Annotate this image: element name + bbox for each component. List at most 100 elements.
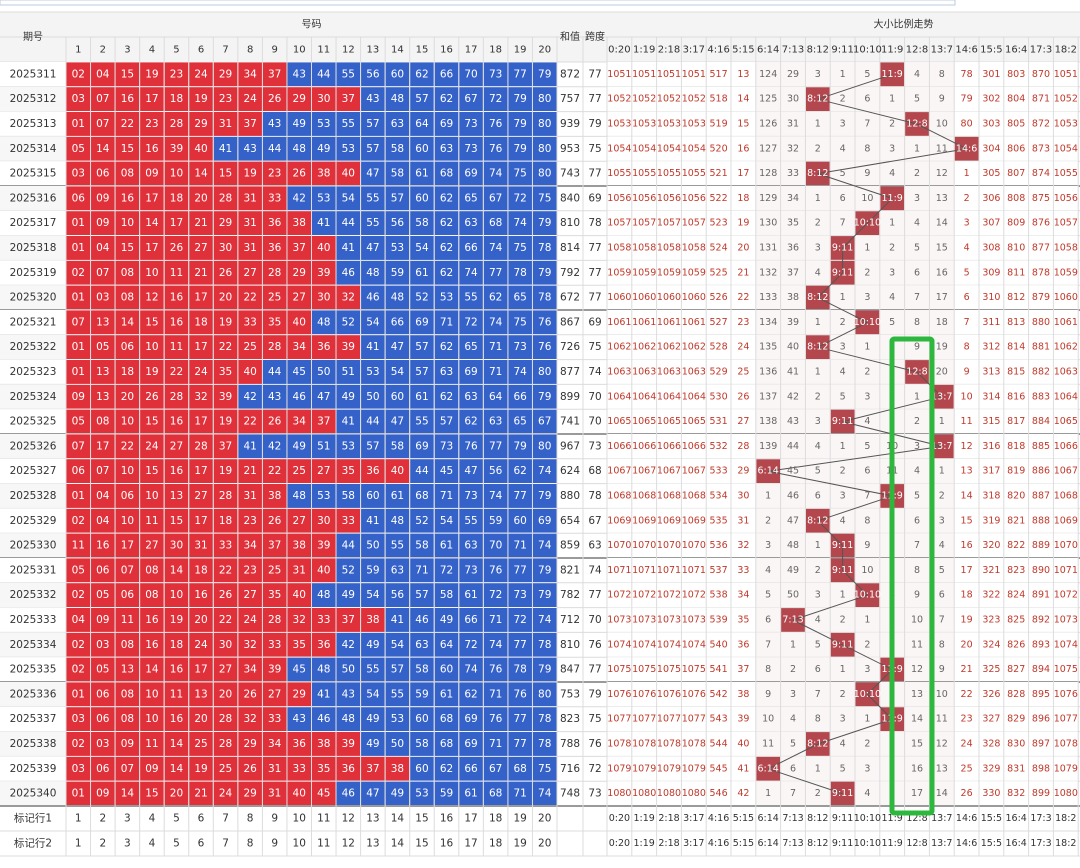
ratio-cell	[731, 111, 756, 137]
number: 61	[415, 168, 428, 180]
number: 44	[366, 416, 380, 428]
number: 68	[489, 788, 502, 800]
number: 66	[513, 391, 527, 403]
omission: 1061	[632, 317, 656, 328]
number: 20	[194, 192, 207, 204]
number: 59	[366, 564, 379, 576]
ratio-cell	[979, 186, 1004, 211]
issue: 2025328	[10, 490, 57, 502]
ratio-column-label: 16:4	[1005, 45, 1027, 56]
omission: 1059	[682, 267, 706, 278]
ratio-cell	[681, 235, 707, 261]
omission: 1053	[682, 119, 706, 130]
number-cell	[261, 458, 288, 484]
omission: 126	[759, 119, 777, 130]
number: 71	[440, 316, 453, 328]
number: 61	[464, 788, 477, 800]
number: 10	[170, 168, 183, 180]
ratio-cell	[607, 434, 632, 459]
number: 62	[440, 391, 453, 403]
number: 38	[391, 763, 404, 775]
ratio-cell	[879, 285, 905, 310]
omission: 1072	[1054, 590, 1078, 601]
number-cell	[163, 383, 190, 410]
number: 49	[366, 713, 379, 725]
omission: 9	[864, 168, 870, 179]
omission: 1	[889, 218, 895, 229]
number: 76	[489, 118, 503, 130]
ratio-cell	[929, 186, 955, 211]
number: 71	[489, 614, 502, 626]
number: 04	[72, 614, 86, 626]
number: 09	[96, 614, 109, 626]
number: 43	[293, 713, 306, 725]
number-cell	[433, 284, 460, 311]
omission: 1056	[657, 193, 681, 204]
omission: 1068	[607, 491, 631, 502]
ratio-cell	[904, 285, 930, 310]
number: 01	[72, 341, 85, 353]
ratio-cell	[805, 260, 831, 286]
number: 14	[96, 143, 110, 155]
number: 01	[72, 242, 85, 254]
number: 58	[415, 664, 428, 676]
number: 45	[317, 788, 330, 800]
ratio-cell	[954, 186, 979, 211]
number: 63	[391, 118, 404, 130]
omission: 2	[815, 143, 821, 154]
omission: 1063	[632, 367, 656, 378]
sum: 821	[560, 564, 580, 576]
number: 22	[121, 118, 134, 130]
omission: 1066	[607, 441, 631, 452]
ratio-cell	[780, 111, 806, 137]
number: 58	[342, 490, 355, 502]
number: 44	[268, 143, 282, 155]
omission: 892	[1032, 615, 1050, 626]
number-cell	[90, 135, 116, 162]
number: 08	[121, 713, 134, 725]
omission: 8	[815, 714, 821, 725]
number-cell	[65, 259, 91, 286]
omission: 517	[710, 69, 728, 80]
number: 48	[317, 664, 330, 676]
number: 77	[513, 639, 526, 651]
number-cell	[139, 235, 165, 261]
number: 25	[243, 341, 256, 353]
number: 53	[342, 143, 355, 155]
number: 78	[538, 292, 551, 304]
ratio-cell	[904, 409, 930, 434]
omission: 899	[1032, 788, 1050, 799]
span: 74	[588, 366, 602, 378]
number: 16	[170, 465, 184, 477]
number: 19	[219, 465, 232, 477]
omission: 3	[939, 515, 945, 526]
ratio-cell	[681, 409, 707, 434]
number: 57	[391, 664, 404, 676]
sum: 840	[560, 192, 580, 204]
ratio-cell	[681, 483, 707, 509]
issue: 2025340	[10, 788, 57, 800]
number: 57	[415, 589, 428, 601]
ratio-cell	[879, 310, 905, 335]
omission: 321	[982, 565, 1000, 576]
ratio-cell	[731, 310, 756, 335]
omission: 132	[759, 267, 777, 278]
sum: 753	[560, 688, 580, 700]
number: 65	[464, 341, 477, 353]
number: 19	[219, 416, 232, 428]
ratio-cell	[1053, 384, 1079, 410]
omission: 1052	[682, 94, 706, 105]
number-cell	[360, 408, 386, 435]
footer-label: 标记行2	[14, 837, 52, 850]
omission: 7	[914, 540, 920, 551]
number: 07	[121, 564, 134, 576]
issue: 2025338	[10, 738, 57, 750]
issue: 2025312	[10, 93, 57, 105]
omission: 808	[1007, 193, 1025, 204]
number-cell	[507, 284, 533, 311]
number: 27	[317, 465, 330, 477]
ratio-cell	[979, 359, 1004, 385]
omission: 3	[840, 119, 846, 130]
number: 50	[366, 391, 379, 403]
omission: 2	[864, 639, 870, 650]
